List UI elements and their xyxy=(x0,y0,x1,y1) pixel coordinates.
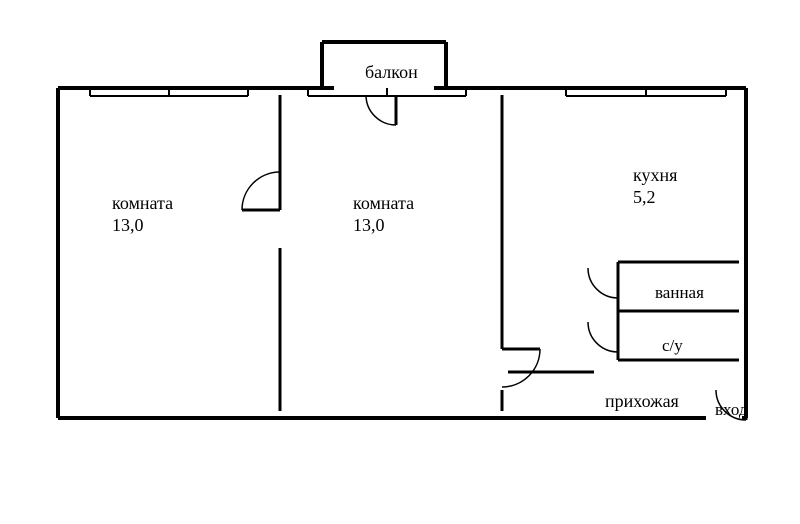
label-wc: с/у xyxy=(662,336,683,356)
label-room2: комната xyxy=(353,193,414,215)
label-bath: ванная xyxy=(655,283,704,303)
label-room2-area: 13,0 xyxy=(353,215,385,237)
label-room1: комната xyxy=(112,193,173,215)
label-entry: вход xyxy=(715,400,748,420)
label-room1-area: 13,0 xyxy=(112,215,144,237)
label-balcony: балкон xyxy=(365,62,418,84)
label-kitchen-area: 5,2 xyxy=(633,187,656,209)
label-hall: прихожая xyxy=(605,391,679,413)
label-kitchen: кухня xyxy=(633,165,677,187)
